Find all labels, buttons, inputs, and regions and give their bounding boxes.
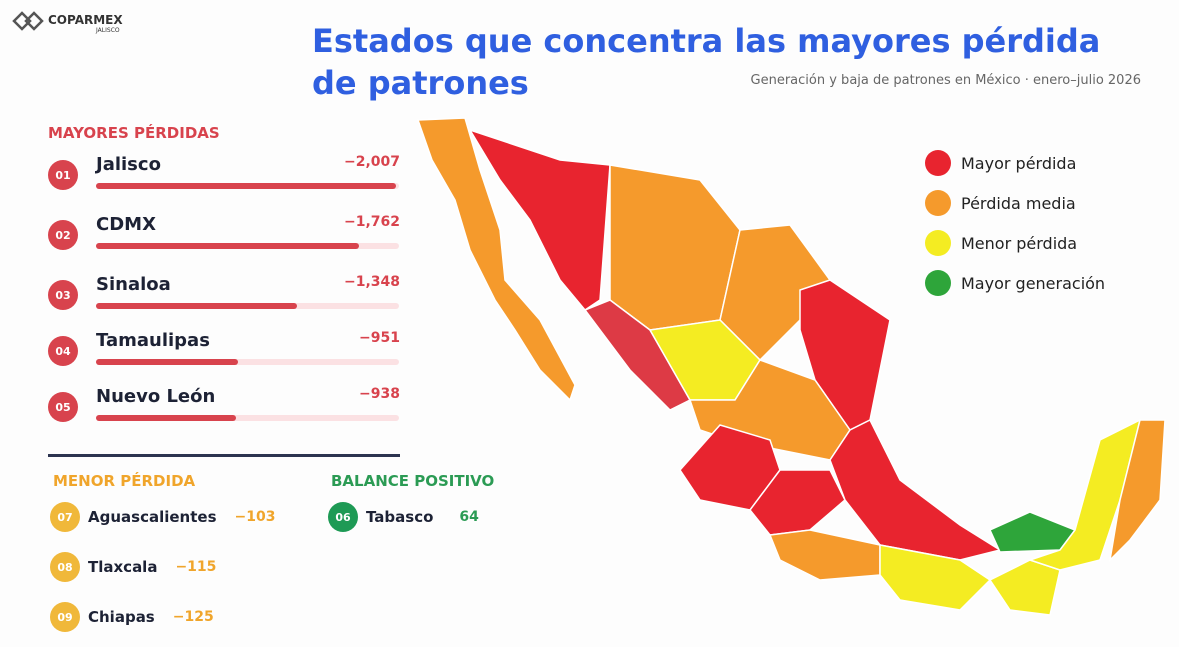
- subtitle: Generación y baja de patrones en México …: [750, 73, 1141, 88]
- bar: [96, 243, 360, 249]
- rank-badge: 02: [48, 220, 78, 250]
- logo: [12, 11, 44, 31]
- value-label: −938: [359, 386, 400, 402]
- brand: COPARMEX: [48, 13, 123, 27]
- bar: [96, 415, 237, 421]
- state-name: Tamaulipas: [96, 330, 210, 351]
- list-row: 09 Chiapas −125: [50, 602, 214, 632]
- state-name: Jalisco: [96, 154, 161, 175]
- list-row: 07 Aguascalientes −103: [50, 502, 275, 532]
- map: [416, 117, 1166, 616]
- legend: Mayor pérdida Pérdida media Menor pérdida M…: [925, 143, 1105, 303]
- value-label: −1,348: [343, 274, 400, 290]
- rank-badge: 03: [48, 280, 78, 310]
- list-row: 08 Tlaxcala −115: [50, 552, 216, 582]
- rank-badge: 07: [50, 502, 80, 532]
- state-name: Aguascalientes: [88, 508, 217, 526]
- state-name: Tabasco: [366, 508, 434, 526]
- legend-label: Menor pérdida: [961, 233, 1078, 253]
- lower-heading: MENOR PÉRDIDA: [53, 472, 196, 490]
- legend-label: Mayor pérdida: [961, 153, 1077, 173]
- legend-item: Menor pérdida: [925, 223, 1105, 263]
- rank-badge: 06: [328, 502, 358, 532]
- legend-swatch: [925, 230, 951, 256]
- state-name: Tlaxcala: [88, 558, 158, 576]
- bar-track: [96, 359, 399, 365]
- state-name: CDMX: [96, 214, 156, 235]
- legend-swatch: [925, 270, 951, 296]
- title: Estados que concentra las mayores pérdid…: [312, 22, 1101, 102]
- value-label: −115: [175, 559, 217, 575]
- value-label: −103: [234, 509, 276, 525]
- value-label: −2,007: [343, 154, 400, 170]
- rank-badge: 08: [50, 552, 80, 582]
- legend-item: Mayor pérdida: [925, 143, 1105, 183]
- legend-label: Mayor generación: [961, 273, 1106, 293]
- rank-badge: 05: [48, 392, 78, 422]
- brand-sub: JALISCO: [96, 27, 120, 34]
- divider: [48, 454, 400, 457]
- value-label: −1,762: [343, 214, 400, 230]
- top-heading: MAYORES PÉRDIDAS: [48, 124, 220, 142]
- positive-heading: BALANCE POSITIVO: [331, 472, 495, 490]
- value-label: 64: [459, 509, 479, 525]
- list-row: 06 Tabasco 64: [328, 502, 479, 532]
- bar-track: [96, 243, 399, 249]
- bar: [96, 359, 239, 365]
- legend-label: Pérdida media: [961, 193, 1076, 213]
- bar-track: [96, 415, 399, 421]
- value-label: −951: [359, 330, 400, 346]
- rank-badge: 09: [50, 602, 80, 632]
- bar-track: [96, 303, 399, 309]
- legend-swatch: [925, 190, 951, 216]
- state-name: Chiapas: [88, 608, 155, 626]
- value-label: −125: [172, 609, 214, 625]
- bar: [96, 183, 396, 189]
- legend-item: Pérdida media: [925, 183, 1105, 223]
- state-name: Nuevo León: [96, 386, 216, 407]
- bar-track: [96, 183, 399, 189]
- rank-badge: 04: [48, 336, 78, 366]
- legend-item: Mayor generación: [925, 263, 1105, 303]
- state-name: Sinaloa: [96, 274, 171, 295]
- legend-swatch: [925, 150, 951, 176]
- rank-badge: 01: [48, 160, 78, 190]
- bar: [96, 303, 298, 309]
